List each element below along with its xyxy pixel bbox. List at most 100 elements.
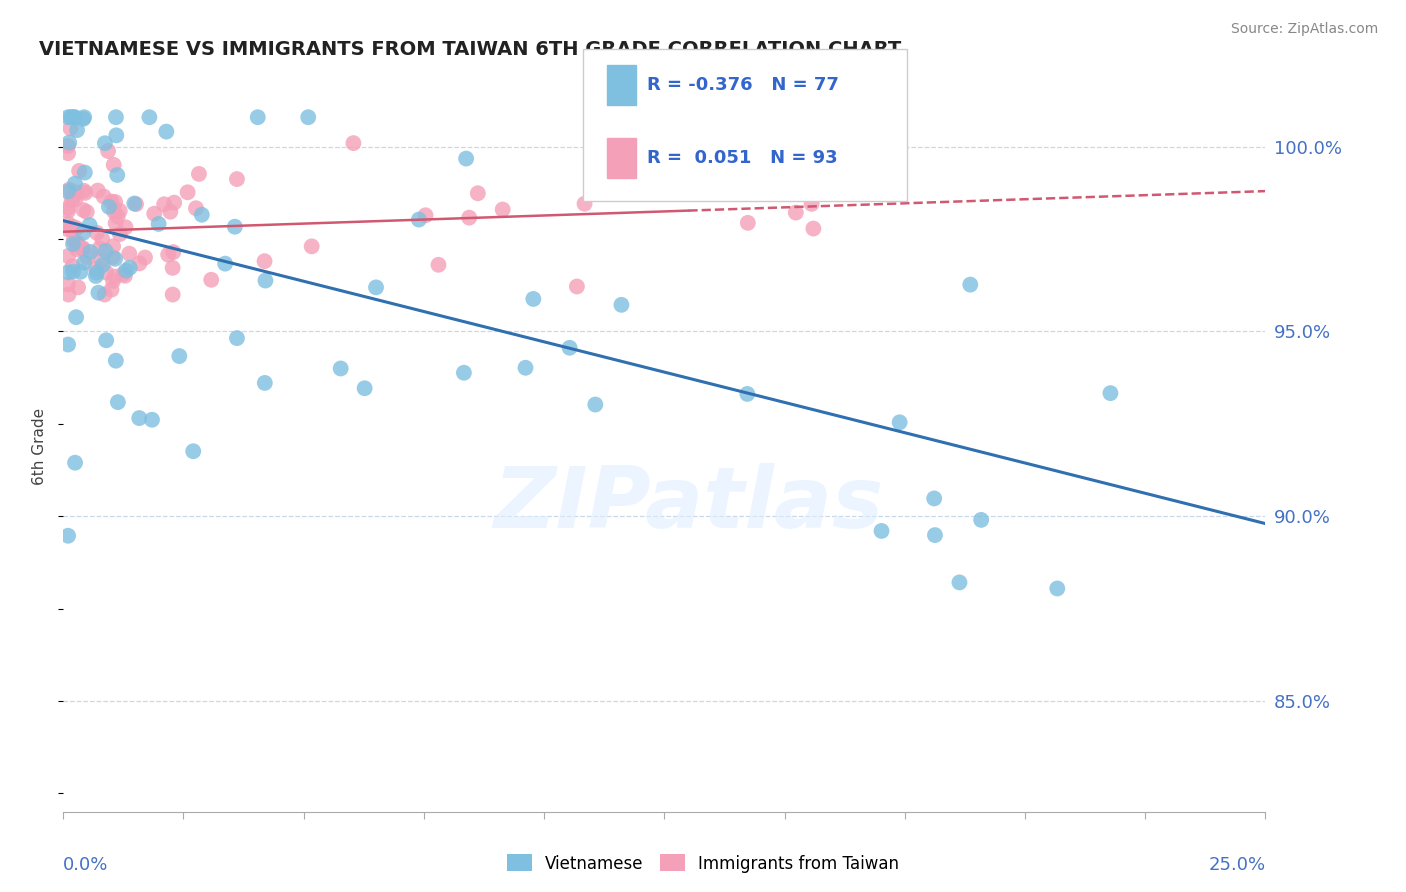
Point [128, 411, 150, 425]
Point [114, 268, 136, 283]
Point [84, 261, 107, 276]
Point [169, 349, 191, 363]
Point [803, 221, 825, 235]
Point [60, 110, 83, 124]
Point [101, 239, 124, 253]
Point [254, 274, 277, 288]
Point [87, 184, 110, 198]
Point [124, 196, 146, 211]
Point [66, 123, 89, 137]
Point [70, 242, 93, 256]
Point [492, 202, 515, 217]
Point [96, 333, 118, 347]
Point [115, 263, 138, 277]
Point [100, 194, 122, 209]
Point [104, 110, 127, 124]
Point [58, 287, 80, 301]
Text: ZIPatlas: ZIPatlas [494, 463, 883, 546]
Point [97, 144, 120, 158]
Point [93, 189, 115, 203]
Point [515, 360, 537, 375]
Point [128, 256, 150, 270]
Point [342, 136, 364, 150]
Point [104, 216, 127, 230]
Point [800, 197, 823, 211]
Point [96, 266, 118, 280]
Point [73, 165, 96, 179]
Point [785, 205, 807, 219]
Point [157, 247, 180, 261]
Point [1099, 386, 1122, 401]
Point [153, 197, 176, 211]
Point [107, 395, 129, 409]
Point [62, 237, 84, 252]
Point [780, 183, 803, 197]
Point [56, 265, 79, 279]
Point [583, 398, 606, 412]
Text: R =  0.051   N = 93: R = 0.051 N = 93 [647, 149, 838, 168]
Point [93, 287, 115, 301]
Point [253, 254, 276, 268]
Point [87, 285, 110, 300]
Point [76, 250, 98, 264]
Point [62, 265, 84, 279]
Point [72, 226, 94, 240]
Point [94, 244, 117, 258]
Y-axis label: 6th Grade: 6th Grade [32, 408, 48, 484]
Point [79, 218, 101, 232]
Point [72, 202, 94, 217]
Point [155, 125, 177, 139]
Point [735, 143, 758, 157]
Point [59, 110, 82, 124]
Point [56, 217, 79, 231]
Point [56, 277, 79, 292]
Point [105, 168, 128, 182]
Point [224, 219, 246, 234]
Point [141, 413, 163, 427]
Point [56, 185, 79, 199]
Point [72, 112, 94, 126]
Point [90, 252, 112, 267]
Point [75, 186, 97, 200]
Point [924, 528, 946, 542]
Point [84, 268, 107, 283]
Point [56, 222, 79, 236]
Point [353, 381, 375, 395]
Text: Source: ZipAtlas.com: Source: ZipAtlas.com [1230, 22, 1378, 37]
Point [65, 221, 87, 235]
Point [329, 361, 352, 376]
Point [415, 208, 437, 222]
Point [65, 186, 87, 200]
Point [427, 258, 450, 272]
Point [159, 204, 181, 219]
Point [62, 190, 84, 204]
Point [101, 274, 124, 288]
Point [184, 201, 207, 215]
Point [181, 444, 204, 458]
Point [63, 177, 86, 191]
Point [104, 269, 127, 284]
Point [56, 201, 79, 215]
Point [118, 246, 141, 260]
Point [104, 353, 127, 368]
Point [191, 208, 214, 222]
Point [467, 186, 489, 201]
Point [200, 273, 222, 287]
Point [134, 251, 156, 265]
Point [610, 298, 633, 312]
Text: 0.0%: 0.0% [63, 856, 108, 874]
Point [162, 287, 184, 301]
Point [970, 513, 993, 527]
Point [73, 255, 96, 269]
Point [56, 110, 79, 124]
Point [959, 277, 981, 292]
Point [364, 280, 387, 294]
Point [143, 207, 166, 221]
Point [297, 110, 319, 124]
Point [108, 227, 131, 241]
Point [97, 200, 120, 214]
Point [176, 186, 198, 200]
Point [1046, 582, 1069, 596]
Point [79, 244, 101, 259]
Legend: Vietnamese, Immigrants from Taiwan: Vietnamese, Immigrants from Taiwan [501, 847, 905, 880]
